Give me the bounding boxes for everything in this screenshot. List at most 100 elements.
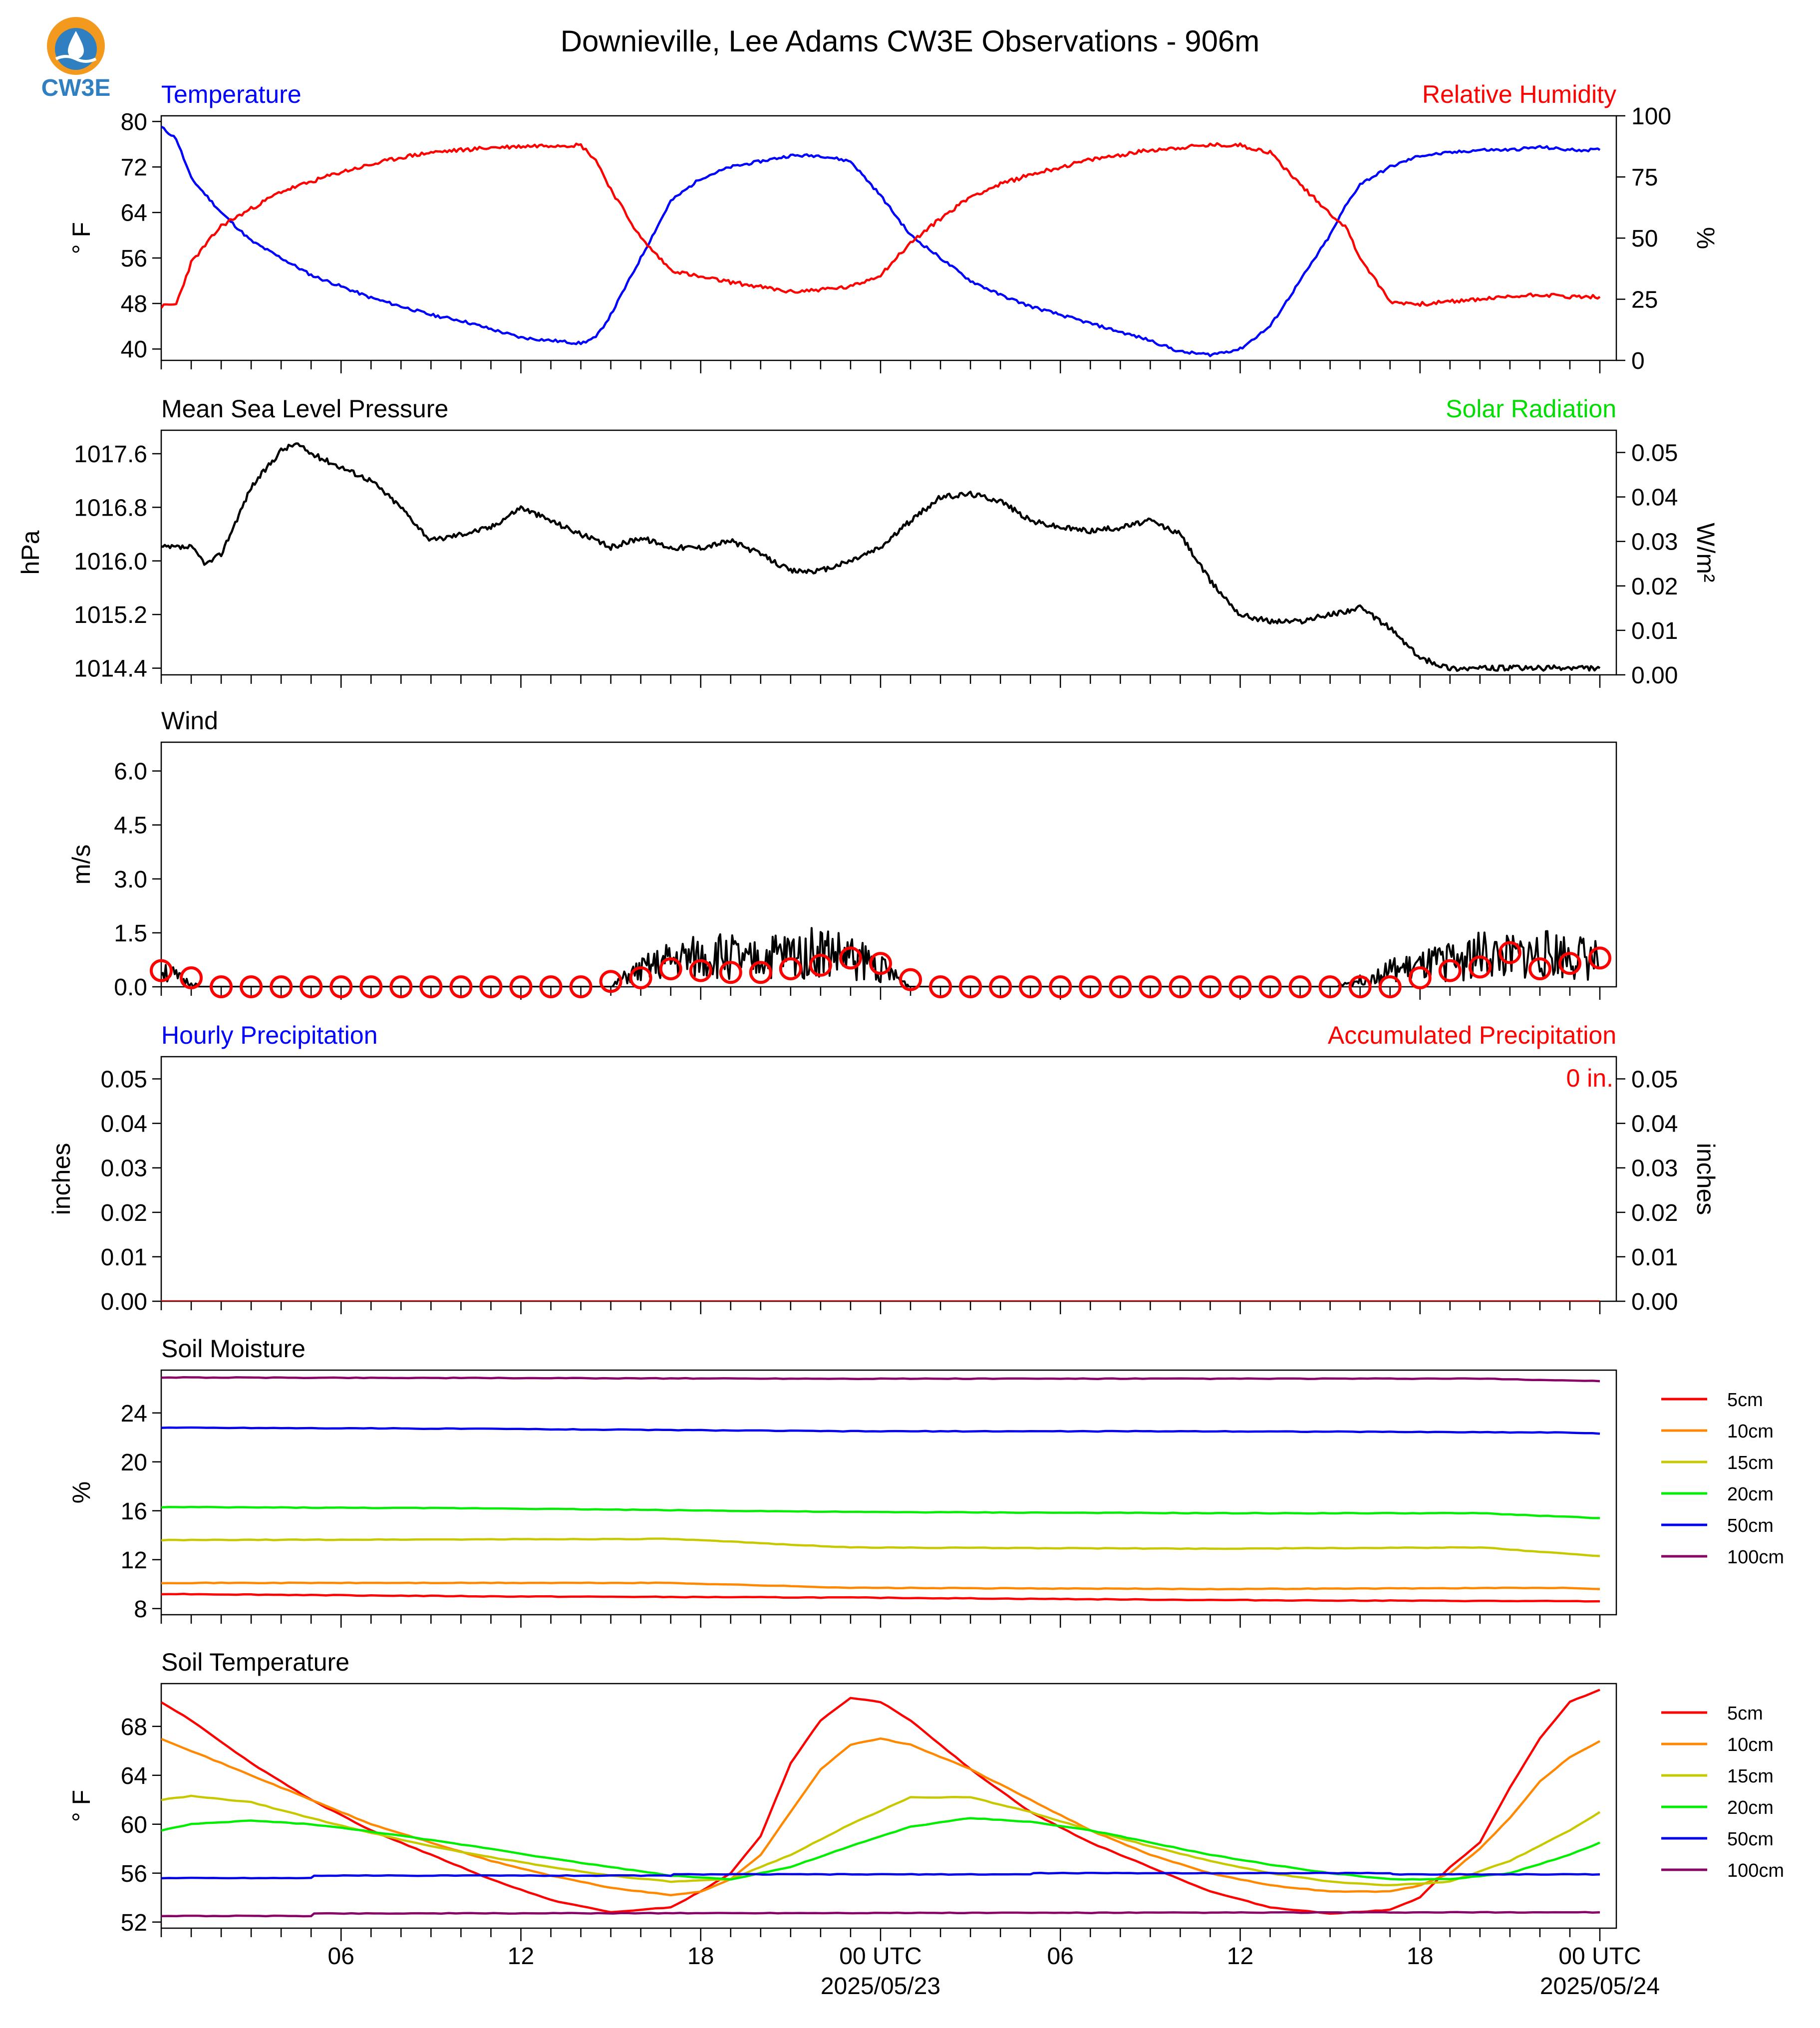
y-tick-label: 0.0 xyxy=(114,974,147,1001)
gust-marker xyxy=(689,959,712,982)
y-tick-label: 6.0 xyxy=(114,759,147,785)
y2-tick-label: 25 xyxy=(1631,287,1658,313)
gust-marker xyxy=(1468,955,1492,979)
panels: Temperature Relative Humidity404856647280… xyxy=(16,80,1784,2000)
y2-tick-label: 0.02 xyxy=(1631,574,1678,600)
y-tick-label: 0.02 xyxy=(101,1200,147,1226)
y2-tick-label: 50 xyxy=(1631,226,1658,252)
y-tick-label: 12 xyxy=(121,1547,147,1574)
y2-axis-label: inches xyxy=(1692,1143,1720,1215)
plot-frame xyxy=(160,115,1617,361)
x-tick-label: 12 xyxy=(508,1943,534,1970)
y2-tick-label: 0.02 xyxy=(1631,1200,1678,1226)
gust-marker xyxy=(1169,975,1192,998)
gust-marker xyxy=(629,966,652,989)
y-tick-label: 0.03 xyxy=(101,1156,147,1182)
panel-title-left: Temperature xyxy=(161,80,302,108)
logo-text: CW3E xyxy=(41,75,111,101)
soil-series-10cm xyxy=(161,1581,1600,1591)
y2-tick-label: 0.04 xyxy=(1631,1111,1678,1138)
y-tick-label: 1016.0 xyxy=(74,549,147,575)
gust-marker xyxy=(1558,952,1581,975)
y2-tick-label: 0.00 xyxy=(1631,1289,1678,1315)
legend-label: 10cm xyxy=(1727,1735,1774,1755)
soil-series-20cm xyxy=(161,1505,1600,1519)
y-tick-label: 1017.6 xyxy=(74,441,147,468)
y-tick-label: 4.5 xyxy=(114,813,147,839)
gust-marker xyxy=(1408,966,1432,989)
gust-marker xyxy=(1498,941,1521,964)
series-group xyxy=(161,927,1599,987)
legend-label: 20cm xyxy=(1727,1484,1774,1505)
y-axis-label: inches xyxy=(47,1143,75,1215)
gust-marker xyxy=(899,968,922,991)
y-tick-label: 1014.4 xyxy=(74,656,147,682)
plot-frame xyxy=(160,429,1617,676)
y-tick-label: 56 xyxy=(121,246,147,272)
y-axis-label: % xyxy=(67,1481,95,1503)
x-tick-label: 00 UTC xyxy=(839,1943,921,1970)
gust-marker xyxy=(1049,975,1072,998)
gust-marker xyxy=(1199,975,1222,998)
panel-title-right: Solar Radiation xyxy=(1446,395,1616,423)
gust-marker xyxy=(839,946,862,970)
gust-marker xyxy=(1348,975,1372,998)
accumulated-annotation: 0 in. xyxy=(1566,1064,1613,1092)
plot-frame xyxy=(160,1683,1617,1929)
gust-marker xyxy=(539,975,563,998)
gust-marker xyxy=(599,970,622,993)
y2-tick-label: 0.05 xyxy=(1631,1067,1678,1093)
series-group xyxy=(161,125,1601,357)
panel-title-left: Soil Temperature xyxy=(161,1648,349,1676)
gust-marker xyxy=(1079,975,1102,998)
panel-3: Wind 0.0 1.5 3.0 4.5 6.0 m/s xyxy=(67,707,1617,1001)
legend-label: 15cm xyxy=(1727,1452,1774,1473)
y-tick-label: 80 xyxy=(121,109,147,135)
y2-tick-label: 0.04 xyxy=(1631,485,1678,511)
y-tick-label: 20 xyxy=(121,1449,147,1476)
gust-marker xyxy=(210,975,233,998)
gust-marker xyxy=(1139,975,1162,998)
logo-wave-icon xyxy=(55,55,97,63)
gust-marker xyxy=(419,975,443,998)
y-tick-label: 1.5 xyxy=(114,920,147,947)
gust-marker xyxy=(749,961,772,984)
soil-series-5cm xyxy=(161,1689,1600,1915)
y-tick-label: 0.00 xyxy=(101,1289,147,1315)
gust-marker xyxy=(1378,975,1402,998)
gust-marker xyxy=(1288,975,1312,998)
y-tick-label: 48 xyxy=(121,291,147,317)
gust-marker xyxy=(329,975,353,998)
y-axis-label: m/s xyxy=(67,845,95,885)
y-tick-label: 1015.2 xyxy=(74,602,147,628)
gust-marker xyxy=(509,975,533,998)
panel-title-left: Mean Sea Level Pressure xyxy=(161,395,448,423)
y2-tick-label: 0.05 xyxy=(1631,440,1678,467)
y2-axis-label: % xyxy=(1692,227,1720,249)
panel-2: Mean Sea Level Pressure Solar Radiation 10… xyxy=(16,395,1720,689)
panel-title-right: Accumulated Precipitation xyxy=(1328,1021,1616,1049)
gust-marker xyxy=(1258,975,1282,998)
panel-5: Soil Moisture 8 12 16 20 24% 5cm 10cm 15cm 20cm 50… xyxy=(67,1335,1784,1628)
y2-axis-label: W/m² xyxy=(1692,523,1720,582)
cw3e-logo: CW3E xyxy=(41,17,111,101)
gust-marker xyxy=(359,975,383,998)
gust-marker xyxy=(989,975,1012,998)
panel-title-left: Hourly Precipitation xyxy=(161,1021,378,1049)
gust-marker xyxy=(719,961,742,984)
plot-frame xyxy=(160,1056,1617,1302)
soil-series-20cm xyxy=(161,1817,1600,1881)
x-tick-label: 06 xyxy=(328,1943,354,1970)
panel-title-left: Soil Moisture xyxy=(161,1335,305,1363)
legend-label: 5cm xyxy=(1727,1390,1763,1411)
temperature-line xyxy=(161,125,1601,357)
humidity-line xyxy=(161,142,1601,309)
soil-series-15cm xyxy=(161,1537,1600,1557)
series-group xyxy=(161,1689,1601,1918)
gust-marker xyxy=(869,952,892,975)
y-axis-label: ° F xyxy=(67,222,95,254)
gust-marker xyxy=(929,975,952,998)
series-group xyxy=(161,442,1601,672)
gust-marker xyxy=(240,975,263,998)
x-tick-label: 12 xyxy=(1227,1943,1253,1970)
